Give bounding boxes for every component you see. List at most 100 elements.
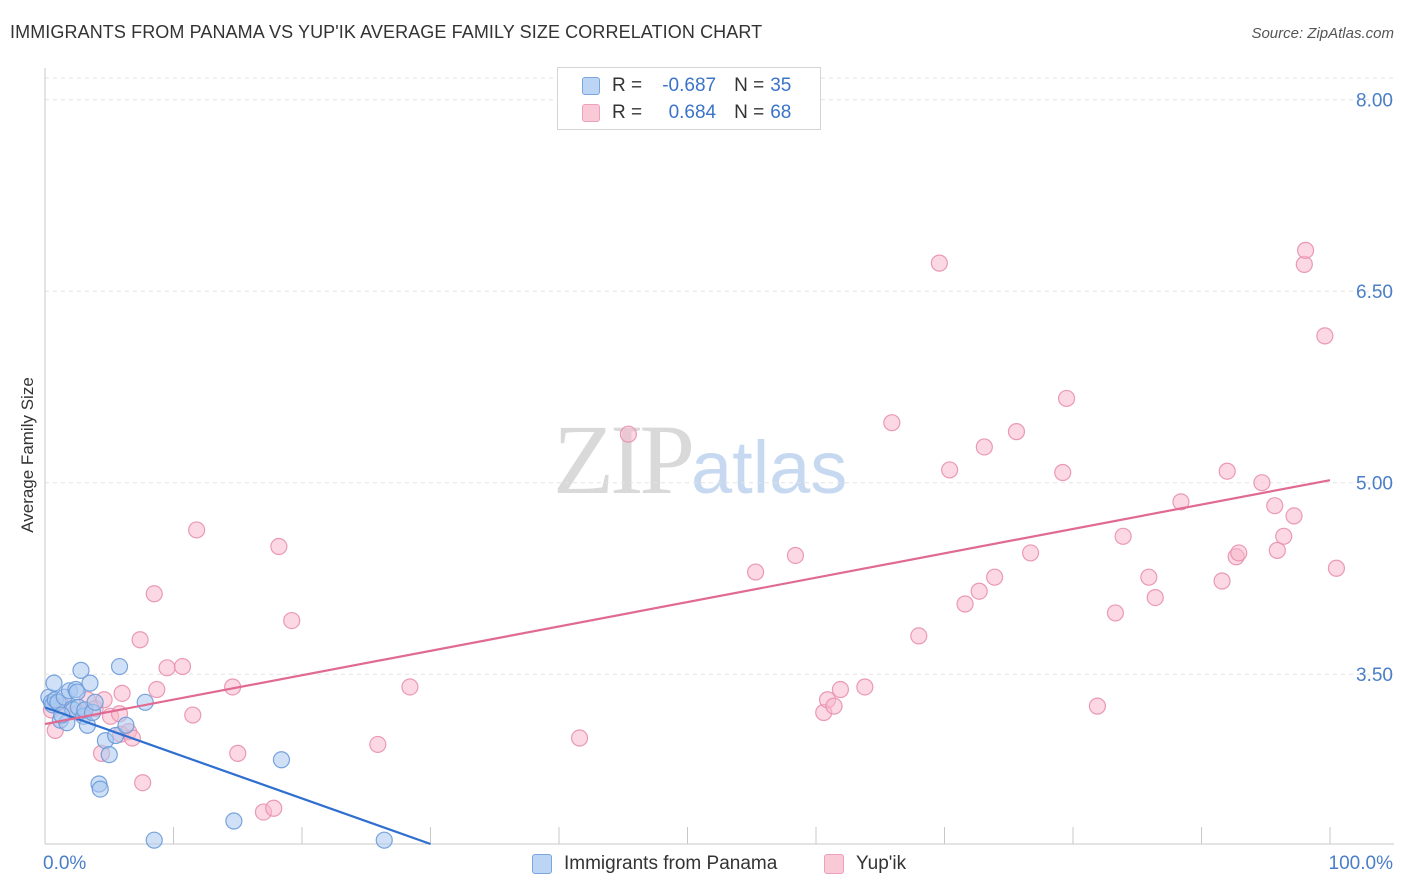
bottom-legend-swatch-panama <box>532 854 552 874</box>
data-point-yupik <box>1296 241 1315 259</box>
x-tick-label-start: 0.0% <box>43 853 86 874</box>
data-point-yupik <box>1172 493 1190 511</box>
y-tick-label: 3.50 <box>1356 665 1393 686</box>
data-point-yupik <box>184 706 202 724</box>
data-point-yupik <box>910 627 928 645</box>
legend-swatch-panama <box>582 77 600 95</box>
axes <box>44 68 1394 845</box>
data-point-yupik <box>148 680 166 699</box>
data-point-yupik <box>1316 327 1334 345</box>
data-point-yupik <box>283 611 301 630</box>
data-point-yupik <box>1021 544 1040 562</box>
legend-n-value: 35 <box>770 75 792 96</box>
trend-line-yupik <box>44 479 1331 726</box>
data-point-yupik <box>401 678 419 696</box>
data-point-yupik <box>131 631 149 649</box>
data-point-yupik <box>229 744 247 762</box>
data-point-yupik <box>1146 589 1164 607</box>
data-point-panama <box>100 746 118 764</box>
data-point-yupik <box>369 735 387 754</box>
data-point-yupik <box>1275 527 1293 545</box>
legend-swatch-yupik <box>582 104 600 122</box>
data-point-yupik <box>975 438 993 456</box>
data-point-yupik <box>1266 497 1284 515</box>
data-point-panama <box>136 693 154 711</box>
data-point-yupik <box>747 563 765 581</box>
data-point-yupik <box>825 697 843 715</box>
data-point-yupik <box>1054 463 1072 482</box>
data-point-yupik <box>883 414 901 432</box>
data-point-yupik <box>786 546 805 565</box>
bottom-legend-label-panama: Immigrants from Panama <box>564 853 778 874</box>
data-point-yupik <box>970 582 988 600</box>
trend-line-panama <box>44 706 431 846</box>
legend-r-value: -0.687 <box>662 75 717 96</box>
data-point-yupik <box>158 659 176 677</box>
data-point-panama <box>145 831 163 849</box>
data-point-yupik <box>930 254 948 272</box>
data-point-yupik <box>188 521 206 539</box>
data-point-yupik <box>831 680 850 699</box>
legend-r-label: R = <box>612 75 643 96</box>
tick-labels: 3.50 5.00 6.50 8.00 0.0% 100.0% <box>43 91 1393 874</box>
legend-row-yupik: R = 0.684 N = 68 <box>582 100 791 126</box>
y-tick-label: 5.00 <box>1356 474 1393 495</box>
data-point-panama <box>86 693 104 711</box>
data-point-yupik <box>856 678 874 696</box>
data-point-panama <box>91 780 109 798</box>
watermark-zip: ZIP <box>553 404 695 515</box>
data-point-yupik <box>1140 568 1158 586</box>
data-point-yupik <box>1007 423 1026 441</box>
data-point-yupik <box>270 537 288 556</box>
y-tick-label: 8.00 <box>1356 91 1393 112</box>
bottom-legend-yupik: Yup'ik <box>824 852 906 876</box>
watermark-atlas: atlas <box>691 426 848 509</box>
data-point-yupik <box>113 684 131 702</box>
bottom-legend-panama: Immigrants from Panama <box>532 852 777 876</box>
data-point-yupik <box>1106 604 1125 622</box>
data-point-yupik <box>134 774 152 792</box>
data-point-panama <box>72 661 90 679</box>
data-point-yupik <box>145 585 163 603</box>
data-point-panama <box>110 657 129 676</box>
y-tick-label: 6.50 <box>1356 282 1393 303</box>
watermark: ZIPatlas <box>553 402 847 517</box>
data-point-yupik <box>1327 559 1346 577</box>
data-point-yupik <box>941 461 959 479</box>
chart-title: IMMIGRANTS FROM PANAMA VS YUP'IK AVERAGE… <box>10 22 763 42</box>
source-credit: Source: ZipAtlas.com <box>1251 25 1394 42</box>
data-point-yupik <box>986 568 1004 586</box>
data-point-panama <box>272 751 291 769</box>
legend-n-label: N = <box>734 75 765 96</box>
data-points <box>40 241 1346 849</box>
x-tick-label-end: 100.0% <box>1329 853 1394 874</box>
data-point-yupik <box>570 729 589 747</box>
bottom-legend-label-yupik: Yup'ik <box>856 853 907 874</box>
stats-legend: R = -0.687 N = 35 R = 0.684 N = 68 <box>557 67 821 130</box>
data-point-yupik <box>1268 541 1286 559</box>
data-point-yupik <box>1213 572 1231 590</box>
data-point-yupik <box>956 595 974 613</box>
data-point-yupik <box>173 657 192 676</box>
data-point-yupik <box>265 799 283 817</box>
bottom-legend-swatch-yupik <box>824 854 844 874</box>
data-point-yupik <box>1285 507 1303 525</box>
legend-n-value: 68 <box>770 102 792 123</box>
data-point-yupik <box>1230 544 1248 562</box>
data-point-panama <box>225 812 243 830</box>
data-point-panama <box>375 831 393 849</box>
data-point-yupik <box>619 425 637 443</box>
data-point-yupik <box>1114 527 1132 545</box>
data-point-panama <box>45 674 63 692</box>
trend-lines <box>44 479 1331 846</box>
data-point-yupik <box>1253 474 1271 492</box>
data-point-yupik <box>1088 697 1107 715</box>
legend-r-label: R = <box>612 102 643 123</box>
data-point-panama <box>81 674 99 692</box>
legend-row-panama: R = -0.687 N = 35 <box>582 73 791 99</box>
data-point-yupik <box>1057 389 1076 408</box>
data-point-yupik <box>1218 462 1236 480</box>
data-point-panama <box>117 716 135 734</box>
legend-n-label: N = <box>734 102 765 123</box>
